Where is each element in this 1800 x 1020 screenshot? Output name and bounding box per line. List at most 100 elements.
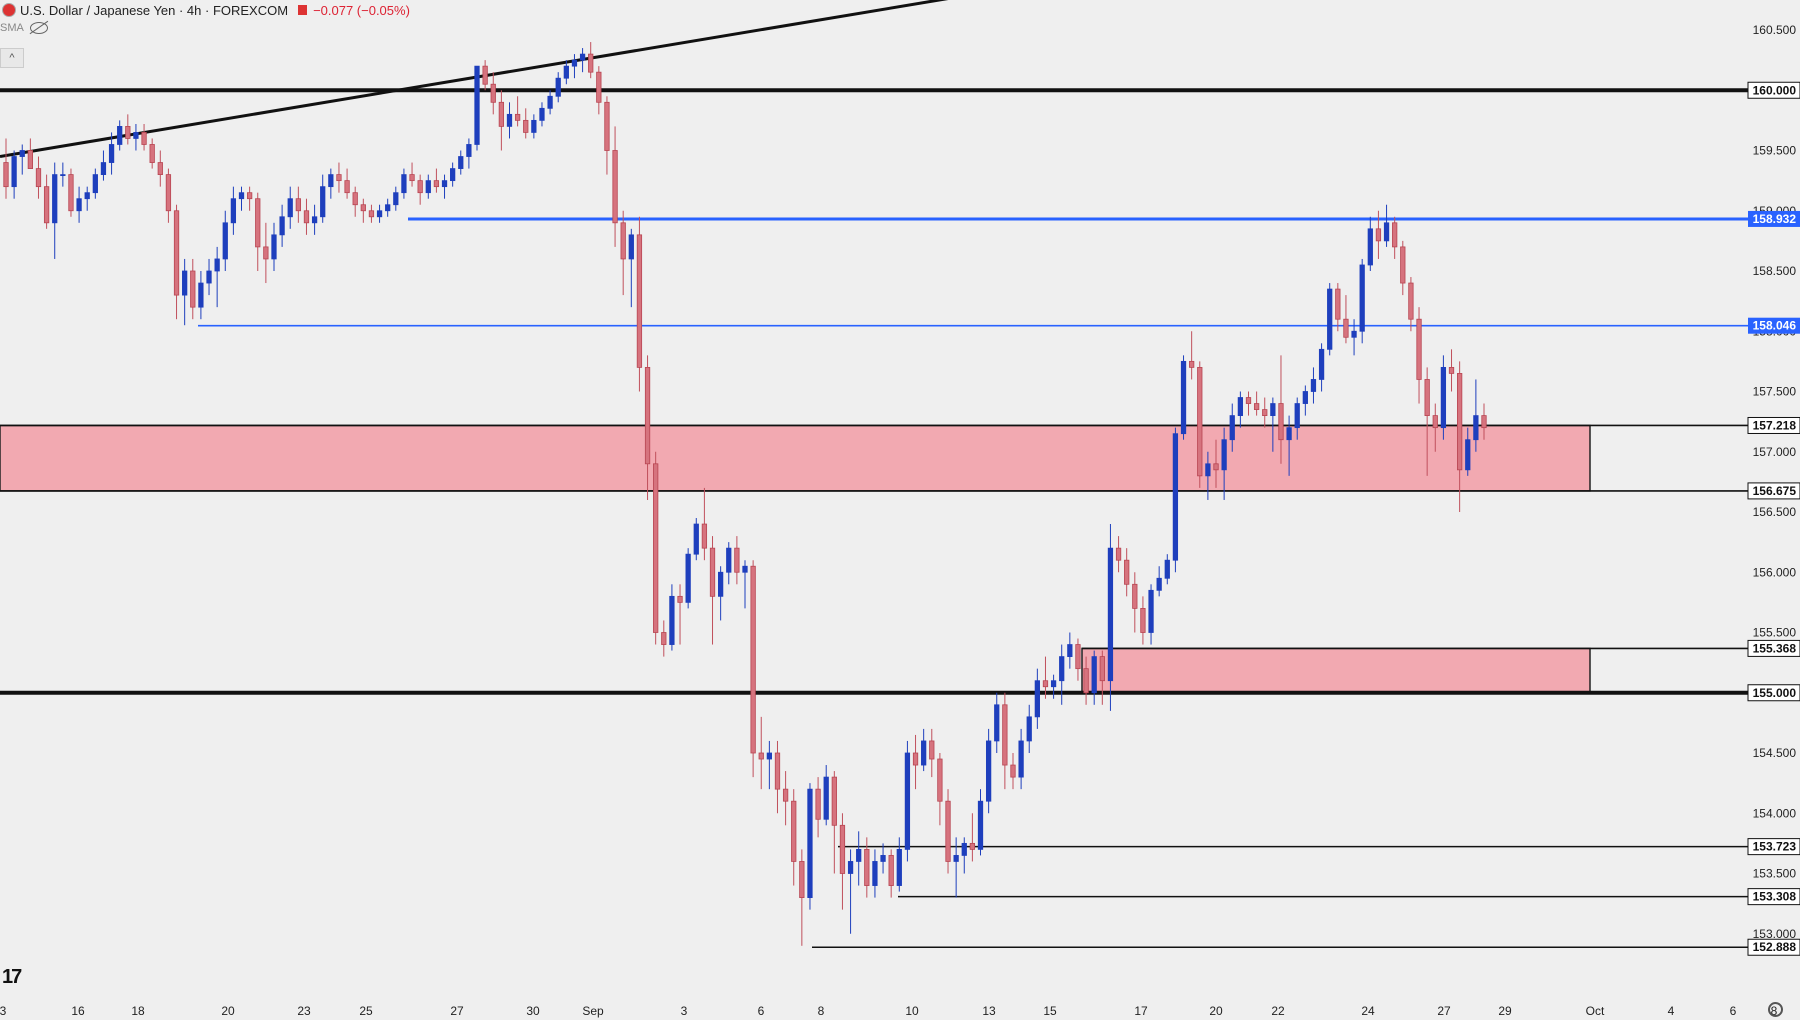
candle-up (182, 270, 188, 296)
time-tick-label: 20 (1209, 1004, 1223, 1018)
candle-down (1213, 463, 1219, 471)
candle-up (19, 150, 25, 157)
candle-down (1132, 583, 1138, 609)
candle-up (100, 162, 107, 176)
eye-hidden-icon[interactable] (29, 22, 48, 34)
settings-gear-icon[interactable] (1768, 1002, 1783, 1017)
candle-down (1083, 668, 1089, 694)
candle-down (417, 180, 423, 194)
time-tick-label: 18 (131, 1004, 145, 1018)
time-tick-label: 29 (1498, 1004, 1512, 1018)
candle-up (1327, 288, 1333, 350)
candle-up (961, 842, 967, 856)
level-price-badge (1747, 639, 1800, 657)
time-tick-label: 17 (1134, 1004, 1148, 1018)
tradingview-logo[interactable]: 17 (2, 966, 22, 988)
candle-down (1448, 366, 1455, 374)
level-price-label: 152.888 (1753, 940, 1797, 954)
candle-down (1432, 415, 1438, 429)
candle-up (872, 861, 878, 886)
time-axis[interactable]: 3 16 18 20 23 25 27 30 Sep 3 6 8 10 13 15 17 20 22 24 27 29 O… (0, 1000, 1778, 1020)
candle-up (117, 126, 123, 145)
candle-up (214, 258, 220, 272)
level-price-label: 158.046 (1753, 319, 1797, 333)
candle-up (458, 156, 464, 169)
candle-down (1375, 228, 1382, 242)
level-price-label: 160.000 (1753, 83, 1797, 97)
candle-up (401, 174, 407, 194)
time-tick-label: 6 (758, 1004, 765, 1018)
candle-down (969, 842, 976, 850)
candle-up (880, 855, 886, 862)
candle-up (376, 210, 383, 218)
candle-down (368, 210, 375, 218)
candle-down (644, 366, 651, 465)
candle-down (1278, 403, 1284, 441)
candle-down (1262, 409, 1268, 417)
level-price-label: 155.368 (1753, 641, 1797, 655)
candle-down (1245, 397, 1252, 404)
symbol-title[interactable]: U.S. Dollar / Japanese Yen · 4h · FOREXC… (20, 2, 289, 18)
time-tick-label: 15 (1043, 1004, 1057, 1018)
candle-down (165, 174, 172, 212)
level-price-badge (1747, 938, 1800, 956)
candle-up (287, 198, 293, 218)
candle-down (352, 192, 358, 206)
price-tick-label: 156.000 (1753, 565, 1797, 579)
market-status-icon (298, 5, 308, 15)
candle-up (742, 565, 748, 573)
level-price-label: 156.675 (1753, 484, 1797, 498)
candle-down (246, 192, 253, 200)
level-price-badge (1748, 210, 1800, 227)
time-tick-label: 13 (982, 1004, 996, 1018)
candle-down (303, 210, 310, 224)
collapse-legend-button[interactable]: ^ (0, 48, 24, 68)
indicator-label[interactable]: SMA (0, 22, 24, 34)
candle-down (839, 824, 846, 874)
candle-up (1164, 559, 1170, 579)
candle-up (222, 222, 228, 260)
candle-up (238, 192, 245, 200)
candle-up (328, 174, 334, 188)
resistance-zone (0, 424, 1591, 492)
candle-down (157, 162, 163, 176)
level-price-label: 157.218 (1753, 418, 1797, 432)
price-axis[interactable]: 160.500160.000159.500159.000158.500158.0… (1753, 0, 1800, 1020)
time-tick-label: 27 (1437, 1004, 1451, 1018)
level-price-label: 158.932 (1753, 212, 1797, 226)
time-tick-label: 16 (71, 1004, 85, 1018)
time-tick-label: 10 (905, 1004, 919, 1018)
candle-up (555, 77, 561, 97)
time-tick-label: Sep (582, 1004, 604, 1018)
candle-up (1067, 644, 1073, 657)
candle-down (1115, 547, 1122, 561)
candle-down (945, 800, 951, 862)
candle-down (43, 186, 50, 224)
candle-up (1148, 589, 1154, 633)
candle-down (1099, 656, 1105, 682)
candle-down (1140, 608, 1146, 633)
candle-up (108, 144, 115, 163)
candle-up (271, 234, 277, 260)
candle-down (677, 595, 683, 603)
candle-up (1156, 577, 1162, 591)
candle-down (758, 752, 764, 760)
candle-up (579, 53, 586, 61)
price-tick-label: 153.000 (1753, 927, 1797, 941)
candle-down (709, 547, 716, 597)
price-tick-label: 160.500 (1753, 23, 1797, 37)
candle-down (815, 788, 821, 820)
candle-up (628, 234, 634, 260)
candle-up (1310, 379, 1317, 392)
candle-up (206, 270, 212, 284)
candle-up (1050, 680, 1057, 688)
candle-up (425, 180, 431, 194)
candle-up (571, 59, 578, 67)
price-tick-label: 155.500 (1753, 626, 1797, 640)
candle-up (450, 168, 456, 182)
indicator-row: SMA (0, 22, 48, 34)
candle-up (563, 65, 569, 79)
candle-down (1197, 366, 1203, 477)
trendline (0, 0, 949, 159)
